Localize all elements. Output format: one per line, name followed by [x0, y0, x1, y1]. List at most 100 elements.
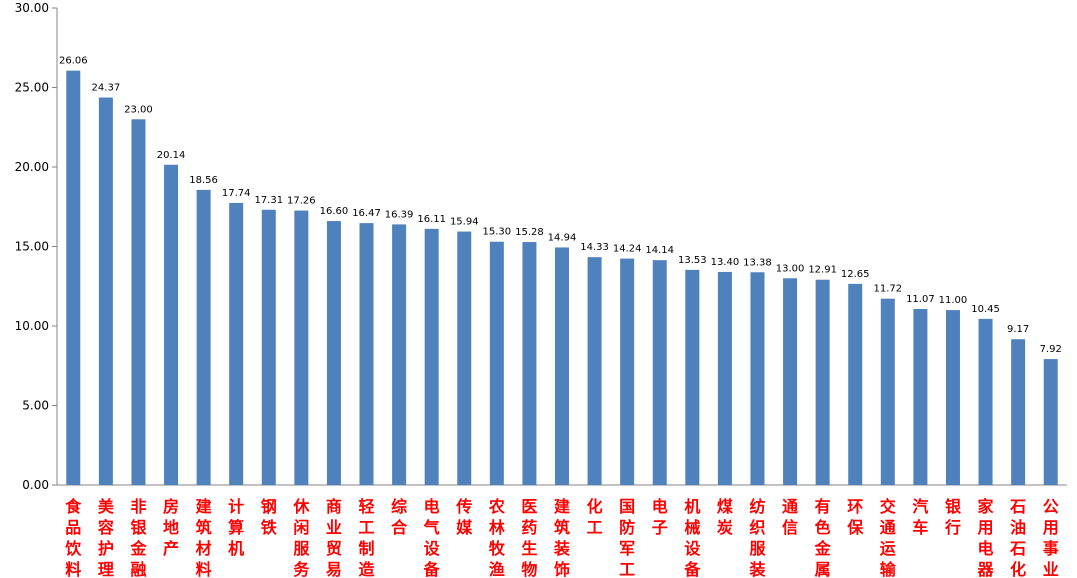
x-tick-label: 传媒	[455, 497, 473, 537]
bar	[848, 283, 863, 485]
bar	[945, 310, 960, 485]
data-label: 14.94	[548, 232, 577, 243]
bar	[620, 258, 635, 485]
y-axis: 0.00 5.00 10.00 15.00 20.00 25.00 30.00	[15, 1, 1067, 492]
x-tick-label: 建筑装饰	[553, 497, 570, 578]
bar	[880, 298, 895, 485]
bar	[555, 247, 569, 485]
x-tick-label: 商业贸易	[326, 497, 342, 578]
bar	[392, 224, 407, 486]
bar	[164, 164, 179, 486]
data-label: 9.17	[1007, 324, 1029, 335]
data-label: 11.07	[906, 294, 935, 305]
bar	[196, 189, 211, 485]
bar	[98, 97, 113, 485]
data-label: 11.72	[873, 284, 902, 295]
x-tick-label: 化工	[587, 497, 603, 537]
bar	[685, 269, 700, 485]
x-tick-label: 公用事业	[1043, 497, 1059, 578]
data-label: 13.40	[711, 257, 740, 268]
data-label: 18.56	[189, 175, 218, 186]
x-tick-label: 建筑材料	[196, 497, 212, 578]
data-label: 16.60	[320, 206, 349, 217]
x-tick-label: 食品饮料	[64, 497, 82, 578]
x-tick-label: 电气设备	[423, 497, 441, 578]
x-tick-label: 非银金融	[129, 497, 147, 578]
data-label: 13.00	[776, 263, 805, 274]
data-label: 12.65	[841, 269, 870, 280]
y-tick-label: 15.00	[15, 240, 49, 254]
bar	[652, 260, 667, 485]
bar	[1043, 359, 1058, 485]
data-label: 12.91	[808, 265, 837, 276]
data-label: 15.94	[450, 217, 479, 228]
data-label: 17.26	[287, 196, 316, 207]
x-tick-label: 银行	[944, 497, 962, 537]
x-tick-label: 休闲服务	[292, 497, 310, 578]
x-tick-label: 交通运输	[880, 497, 897, 578]
data-label: 7.92	[1040, 344, 1062, 355]
x-tick-label: 煤炭	[717, 497, 733, 537]
y-tick-label: 10.00	[15, 319, 49, 333]
data-label: 24.37	[92, 83, 121, 94]
data-label: 13.38	[743, 257, 772, 268]
x-tick-label: 钢铁	[261, 497, 277, 537]
x-tick-label: 轻工制造	[359, 497, 376, 578]
data-label: 11.00	[939, 295, 968, 306]
bar	[261, 209, 276, 485]
data-label: 16.47	[352, 208, 381, 219]
bar	[229, 202, 244, 485]
bars	[66, 70, 1058, 486]
bar	[717, 271, 732, 485]
bar	[522, 242, 537, 485]
data-label: 10.45	[971, 304, 1000, 315]
data-label: 20.14	[157, 150, 186, 161]
data-label: 26.06	[59, 56, 88, 67]
bar	[424, 228, 439, 485]
data-label: 17.31	[254, 195, 283, 206]
bar	[978, 318, 993, 485]
bar	[66, 70, 81, 486]
bar	[587, 257, 602, 485]
bar	[1011, 339, 1026, 485]
data-label: 23.00	[124, 104, 153, 115]
y-tick-label: 25.00	[15, 81, 49, 95]
x-tick-label: 综合	[391, 497, 408, 537]
data-label: 16.11	[417, 214, 446, 225]
x-tick-label: 电子	[652, 497, 668, 537]
y-tick-label: 0.00	[22, 478, 49, 492]
bar	[489, 241, 504, 485]
data-label: 14.14	[645, 245, 674, 256]
x-tick-label: 石油石化	[1009, 497, 1026, 578]
data-label: 13.53	[678, 255, 707, 266]
y-tick-label: 5.00	[22, 399, 49, 413]
bar	[913, 308, 928, 485]
bar	[294, 210, 309, 486]
x-tick-label: 纺织服装	[748, 497, 766, 578]
x-tick-label: 美容护理	[97, 497, 115, 578]
data-label: 14.33	[580, 242, 609, 253]
data-label: 17.74	[222, 188, 251, 199]
data-label: 15.28	[515, 227, 544, 238]
x-tick-label: 房地产	[163, 497, 179, 558]
data-label: 15.30	[483, 227, 512, 238]
x-tick-label: 环保	[846, 497, 864, 537]
x-tick-label: 机械设备	[683, 497, 701, 578]
x-tick-label: 计算机	[228, 497, 244, 558]
data-label: 16.39	[385, 209, 414, 220]
x-tick-label: 通信	[782, 497, 798, 537]
data-label: 14.24	[613, 244, 642, 255]
bar	[326, 221, 341, 485]
x-tick-label: 家用电器	[977, 497, 995, 578]
bar	[750, 272, 765, 485]
bar	[359, 223, 374, 485]
x-tick-label: 国防军工	[619, 497, 635, 578]
x-tick-label: 汽车	[912, 497, 928, 537]
x-tick-label: 医药生物	[521, 497, 537, 578]
x-tick-label: 有色金属	[814, 497, 832, 578]
bar	[815, 279, 830, 485]
bar	[457, 231, 472, 485]
